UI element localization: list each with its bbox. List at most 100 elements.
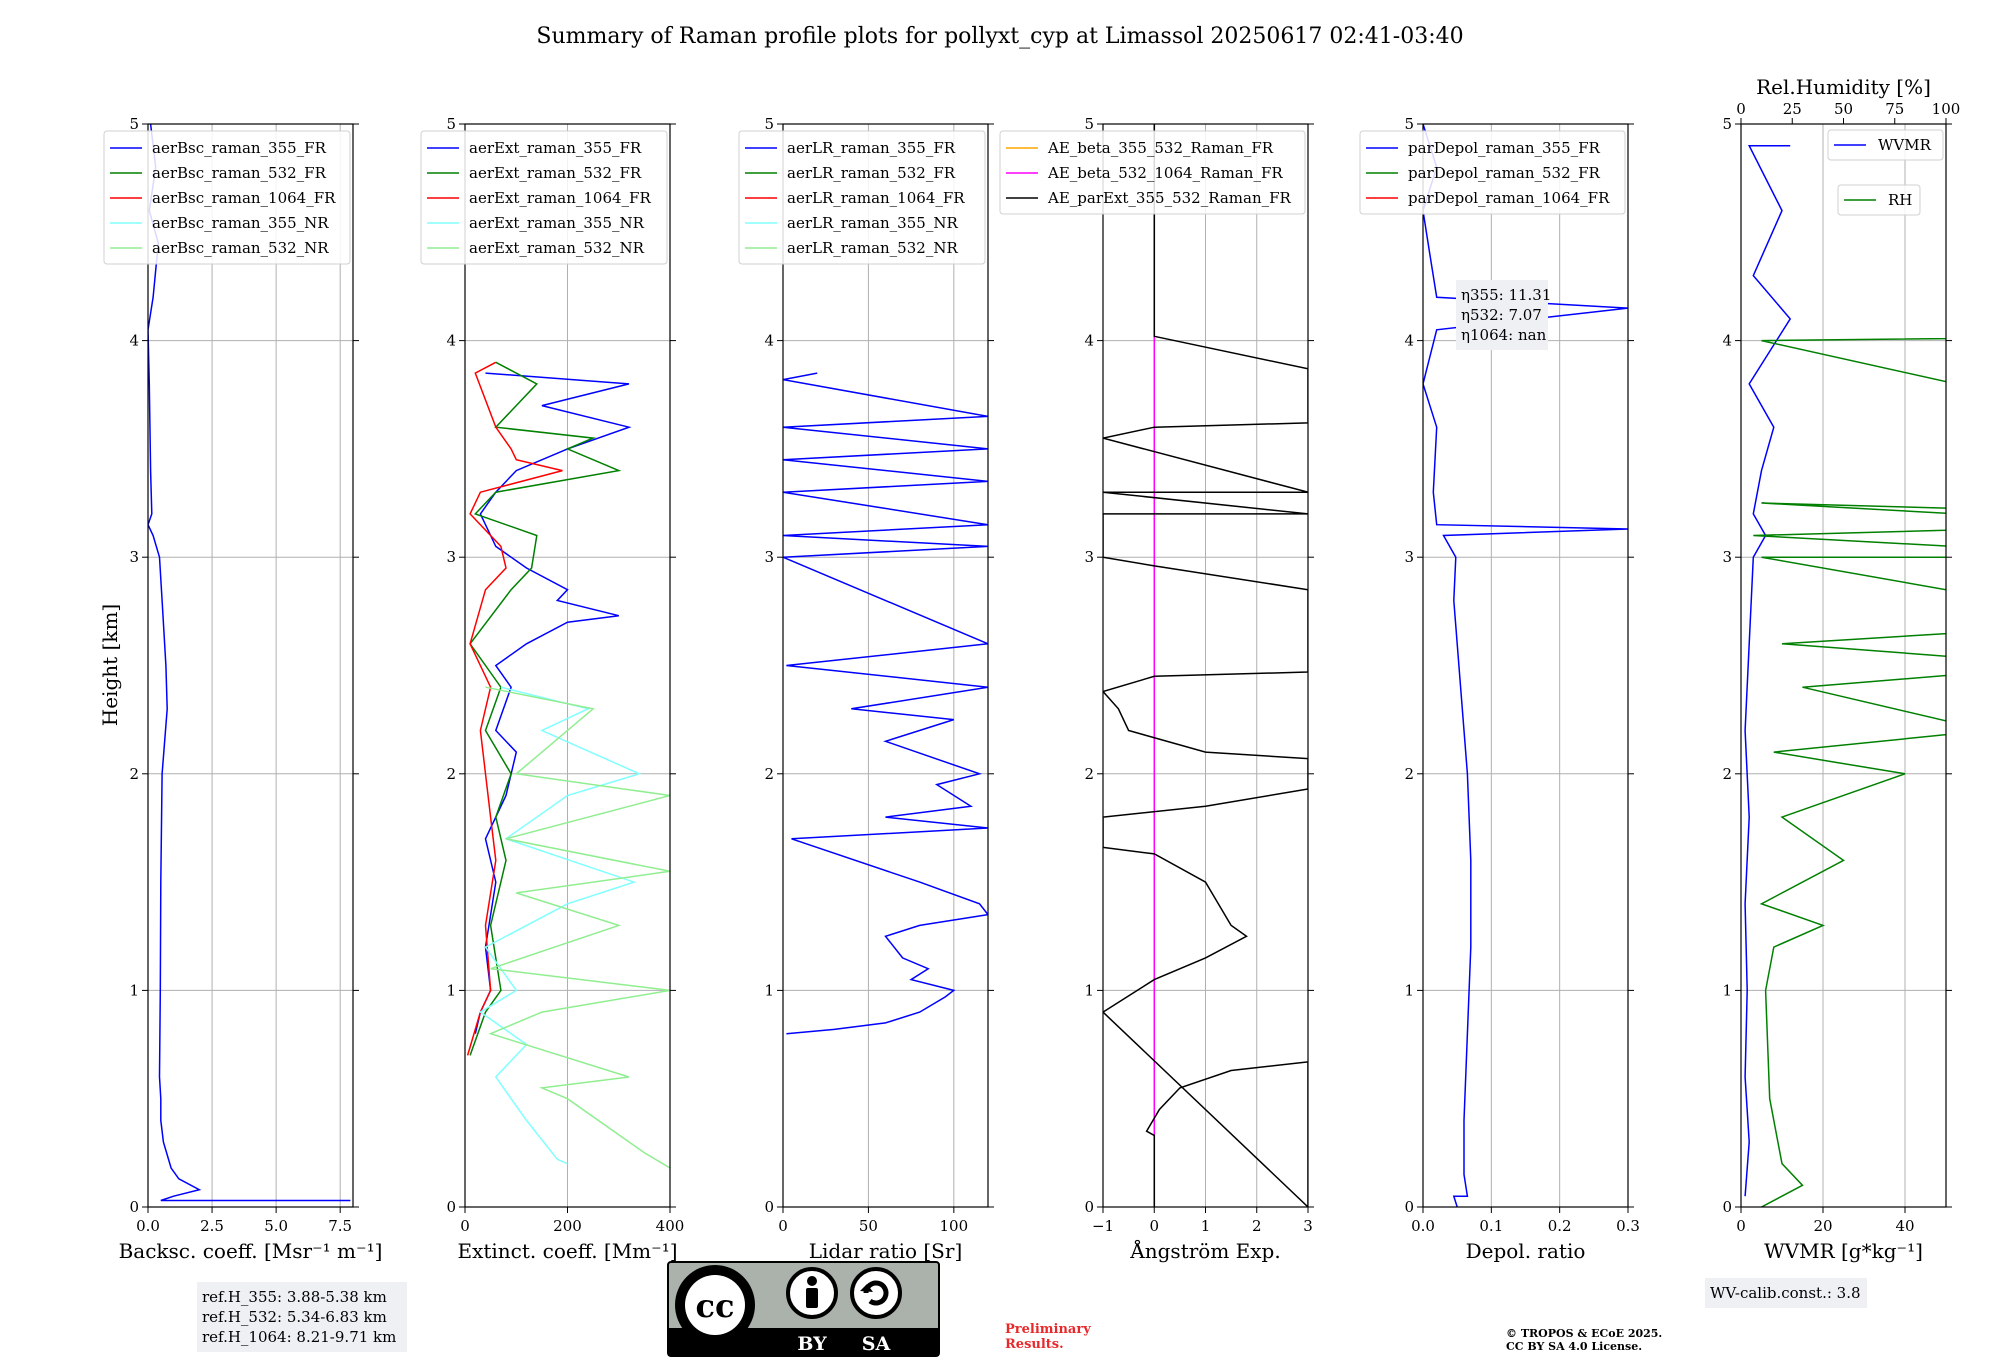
sa-share-icon (850, 1267, 902, 1319)
y-tick-label: 0 (1084, 1198, 1094, 1216)
x-tick-label: 0.0 (136, 1217, 160, 1235)
copyright-note: © TROPOS & ECoE 2025. CC BY SA 4.0 Licen… (1506, 1327, 1663, 1353)
y-tick-label: 2 (129, 765, 139, 783)
legend-box (1359, 130, 1626, 215)
y-tick-label: 1 (764, 981, 774, 999)
panel-depol: 0.0 0.1 0.2 0.3 0 1 2 3 4 5 Depol. ratio parDepol_r… (1359, 115, 1640, 1263)
x-tick-label: 0 (778, 1217, 788, 1235)
legend-label: aerLR_raman_532_NR (787, 239, 958, 257)
x-tick-label: 200 (553, 1217, 582, 1235)
y-tick-label: 1 (129, 981, 139, 999)
legend-label: aerBsc_raman_532_NR (152, 239, 329, 257)
legend-box (420, 130, 668, 265)
legend-label: AE_beta_532_1064_Raman_FR (1047, 164, 1283, 182)
x-tick-label: 0.0 (1411, 1217, 1435, 1235)
legend-label: aerLR_raman_1064_FR (787, 189, 965, 207)
legend-depol: parDepol_raman_355_FR parDepol_raman_532_… (1359, 130, 1626, 215)
annotation-line: ref.H_532: 5.34-6.83 km (202, 1308, 387, 1326)
legend-label: parDepol_raman_355_FR (1408, 139, 1601, 157)
y-axis-label: Height [km] (98, 604, 122, 726)
legend-label: aerExt_raman_1064_FR (469, 189, 651, 207)
x-axis-label: Ångström Exp. (1129, 1238, 1280, 1263)
panel-bsc: 0.0 2.5 5.0 7.5 0 1 2 3 4 5 Backsc. coeff. [Msr⁻¹ … (103, 115, 407, 1352)
legend-ae: AE_beta_355_532_Raman_FR AE_beta_532_1064… (999, 130, 1306, 215)
y-tick-label: 4 (1722, 332, 1732, 350)
panel-lr: 0 50 100 0 1 2 3 4 5 Lidar ratio [Sr] aerLR_raman_… (738, 115, 994, 1263)
panel-wv: 0 20 40 0 1 2 3 4 5 WVMR [g*kg⁻¹] 0 25 50 75 100Rel.Hu… (1705, 75, 1961, 1308)
y-tick-label: 0 (446, 1198, 456, 1216)
x-tick-label: 2.5 (200, 1217, 224, 1235)
legend-label: aerBsc_raman_355_NR (152, 214, 329, 232)
legend-box (999, 130, 1306, 215)
y-tick-label: 4 (1084, 332, 1094, 350)
series-line-ext-4 (485, 686, 670, 1169)
x2-tick-label: 50 (1834, 100, 1853, 118)
y-tick-label: 3 (1084, 548, 1094, 566)
annotation-line: η532: 7.07 (1461, 306, 1542, 324)
y-tick-label: 4 (446, 332, 456, 350)
y-tick-label: 3 (1722, 548, 1732, 566)
x2-axis-label: Rel.Humidity [%] (1756, 75, 1931, 99)
x-axis-label: Lidar ratio [Sr] (809, 1239, 963, 1263)
x-tick-label: 3 (1303, 1217, 1313, 1235)
x2-tick-label: 100 (1932, 100, 1961, 118)
cc-text: cc (696, 1287, 735, 1325)
y-tick-label: 4 (129, 332, 139, 350)
axes-frame (782, 123, 989, 1208)
x-axis-label: WVMR [g*kg⁻¹] (1764, 1239, 1923, 1263)
y-tick-label: 1 (1084, 981, 1094, 999)
y-tick-label: 2 (1084, 765, 1094, 783)
legend-label: aerLR_raman_355_FR (787, 139, 956, 157)
x-tick-label: 0.3 (1616, 1217, 1640, 1235)
series-line-ext-2 (466, 361, 563, 1056)
legend-box (738, 130, 986, 265)
legend-label: AE_beta_355_532_Raman_FR (1047, 139, 1274, 157)
legend-label: aerExt_raman_355_NR (469, 214, 645, 232)
annotation-line: η355: 11.31 (1461, 286, 1551, 304)
figure-title: Summary of Raman profile plots for polly… (536, 24, 1463, 49)
y-tick-label: 2 (764, 765, 774, 783)
legend-label: RH (1888, 191, 1912, 209)
annotation-box (1705, 1278, 1867, 1308)
series-line-lr-0 (783, 372, 988, 1035)
x-tick-label: 1 (1201, 1217, 1211, 1235)
legend-wv-0: WVMR (1827, 129, 1944, 161)
y-tick-label: 3 (1404, 548, 1414, 566)
x-tick-label: 0 (460, 1217, 470, 1235)
legend-label: aerExt_raman_532_FR (469, 164, 642, 182)
y-tick-label: 0 (1722, 1198, 1732, 1216)
legend-label: aerLR_raman_355_NR (787, 214, 958, 232)
x2-tick-label: 0 (1736, 100, 1746, 118)
series-line-depol-0 (1423, 124, 1628, 1207)
y-tick-label: 5 (1722, 115, 1732, 133)
annotation-line: η1064: nan (1461, 326, 1547, 344)
axes-frame (1740, 123, 1947, 1208)
panel-ext: 0 200 400 0 1 2 3 4 5 Extinct. coeff. [Mm⁻¹] aerEx… (420, 115, 685, 1263)
y-tick-label: 2 (446, 765, 456, 783)
annotation-box (1456, 280, 1548, 350)
legend-box (103, 130, 351, 265)
legend-label: aerBsc_raman_355_FR (152, 139, 327, 157)
legend-ext: aerExt_raman_355_FR aerExt_raman_532_FRae… (420, 130, 668, 265)
y-tick-label: 5 (1084, 115, 1094, 133)
x-tick-label: 400 (656, 1217, 685, 1235)
legend-label: parDepol_raman_1064_FR (1408, 189, 1610, 207)
x-tick-label: 0.1 (1479, 1217, 1503, 1235)
x-tick-label: 0 (1736, 1217, 1746, 1235)
legend-wv-1: RH (1837, 184, 1921, 216)
x-tick-label: 0 (1149, 1217, 1159, 1235)
series-line-wv-1 (1753, 337, 1946, 1207)
x-tick-label: −1 (1092, 1217, 1114, 1235)
y-tick-label: 5 (764, 115, 774, 133)
y-tick-label: 1 (1722, 981, 1732, 999)
legend-label: aerExt_raman_355_FR (469, 139, 642, 157)
annotation-depol: η355: 11.31 η532: 7.07 η1064: nan (1456, 280, 1551, 350)
legend-label: aerLR_raman_532_FR (787, 164, 956, 182)
y-tick-label: 2 (1722, 765, 1732, 783)
legend-bsc: aerBsc_raman_355_FR aerBsc_raman_532_FRae… (103, 130, 351, 265)
sa-label: SA (862, 1333, 891, 1355)
x2-tick-label: 75 (1885, 100, 1904, 118)
series-line-ext-1 (469, 361, 622, 1056)
